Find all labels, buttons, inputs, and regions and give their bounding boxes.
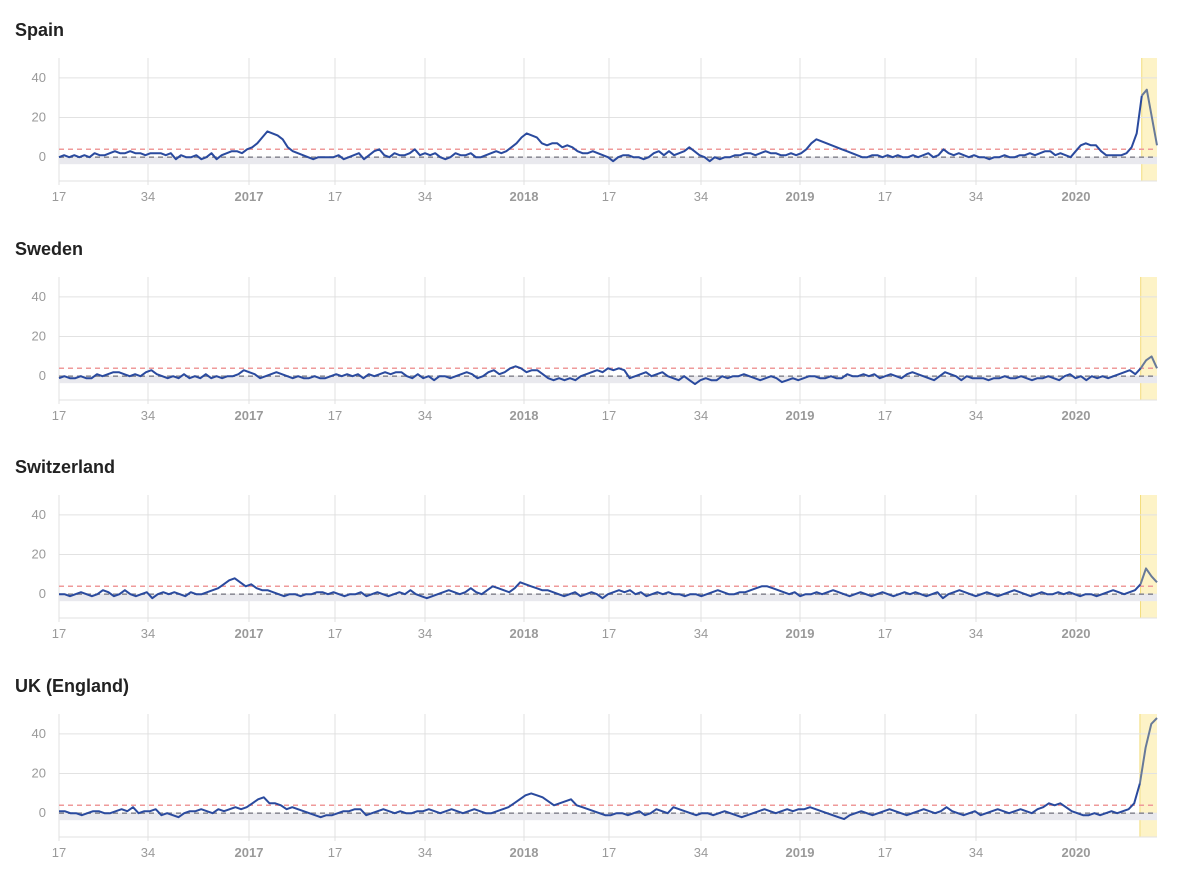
chart-panel-spain: Spain 0 20 40 17 34 2017 17 34 2018 17 34 2019 17 34 2… [0,20,1177,238]
chart-panel-uk-england: UK (England) 0 20 40 17 34 2017 17 34 2018 17 34 20… [0,676,1177,894]
x-tick-label: 17 [328,626,342,641]
x-tick-label: 2017 [235,845,264,860]
x-tick-label: 17 [878,626,892,641]
x-tick-label: 2020 [1062,189,1091,204]
x-tick-label: 2019 [786,408,815,423]
chart-switzerland: 0 20 40 17 34 2017 17 34 2018 17 34 2019 17 34 2020 [32,495,1158,641]
series-line [58,365,1142,386]
x-tick-label: 2020 [1062,845,1091,860]
x-tick-label: 34 [141,626,155,641]
x-tick-label: 17 [52,845,66,860]
x-tick-label: 2017 [235,189,264,204]
baseline-band [59,157,1157,165]
x-tick-label: 17 [878,408,892,423]
x-tick-label: 34 [969,408,983,423]
recent-weeks-highlight [1141,58,1157,181]
x-tick-label: 34 [969,189,983,204]
x-tick-label: 2020 [1062,626,1091,641]
recent-weeks-highlight [1140,277,1157,400]
x-tick-label: 2020 [1062,408,1091,423]
x-tick-label: 34 [141,189,155,204]
x-tick-label: 34 [418,189,432,204]
chart-panel-sweden: Sweden 0 20 40 17 34 2017 17 34 2018 17 34 2019 17 34… [0,239,1177,457]
y-tick-label: 0 [39,149,46,164]
series-line-recent [1138,717,1158,784]
x-tick-label: 34 [694,189,708,204]
baseline-band [59,376,1157,384]
x-tick-label: 17 [602,845,616,860]
y-tick-label: 40 [32,507,46,522]
y-tick-label: 20 [32,547,46,562]
x-tick-label: 2019 [786,626,815,641]
x-tick-label: 34 [418,845,432,860]
series-line [59,577,1142,600]
x-tick-label: 2018 [510,189,539,204]
baseline-band [59,594,1157,602]
x-tick-label: 34 [141,845,155,860]
y-tick-label: 0 [39,368,46,383]
x-tick-label: 17 [602,408,616,423]
recent-weeks-highlight [1140,495,1157,618]
x-tick-label: 17 [328,189,342,204]
series-line-recent [1139,355,1158,369]
chart-spain: 0 20 40 17 34 2017 17 34 2018 17 34 2019 17 34 2020 [32,58,1158,204]
chart-panel-switzerland: Switzerland 0 20 40 17 34 2017 17 34 2018 17 34 201… [0,457,1177,675]
x-tick-label: 2019 [786,845,815,860]
x-tick-label: 34 [969,845,983,860]
x-tick-label: 2017 [235,626,264,641]
x-tick-label: 17 [328,845,342,860]
x-tick-label: 17 [52,626,66,641]
y-tick-label: 20 [32,110,46,125]
chart-sweden: 0 20 40 17 34 2017 17 34 2018 17 34 2019 17 34 2020 [32,277,1158,423]
x-tick-label: 17 [328,408,342,423]
series-line-recent [1139,567,1158,585]
chart-uk-england: 0 20 40 17 34 2017 17 34 2018 17 34 2019 17 34 2020 [32,714,1158,860]
y-tick-label: 40 [32,726,46,741]
x-tick-label: 34 [694,626,708,641]
x-tick-label: 17 [878,845,892,860]
x-tick-label: 2019 [786,189,815,204]
x-tick-label: 17 [602,189,616,204]
series-line-recent [1141,88,1158,146]
x-tick-label: 34 [969,626,983,641]
x-tick-label: 2018 [510,626,539,641]
x-tick-label: 17 [52,189,66,204]
y-tick-label: 0 [39,805,46,820]
y-tick-label: 40 [32,289,46,304]
baseline-band [59,813,1157,821]
x-tick-label: 34 [694,408,708,423]
y-tick-label: 20 [32,766,46,781]
chart-title-uk-england: UK (England) [15,676,129,696]
y-tick-label: 40 [32,70,46,85]
x-tick-label: 2018 [510,845,539,860]
x-tick-label: 17 [52,408,66,423]
x-tick-label: 34 [418,626,432,641]
x-tick-label: 17 [878,189,892,204]
y-tick-label: 20 [32,329,46,344]
x-tick-label: 34 [141,408,155,423]
series-line [59,783,1141,821]
chart-title-spain: Spain [15,20,65,40]
chart-title-sweden: Sweden [15,239,84,259]
x-tick-label: 34 [418,408,432,423]
x-tick-label: 2017 [235,408,264,423]
chart-title-switzerland: Switzerland [15,457,116,477]
series-line [58,95,1143,163]
x-tick-label: 2018 [510,408,539,423]
x-tick-label: 17 [602,626,616,641]
y-tick-label: 0 [39,586,46,601]
x-tick-label: 34 [694,845,708,860]
recent-weeks-highlight [1139,714,1157,837]
